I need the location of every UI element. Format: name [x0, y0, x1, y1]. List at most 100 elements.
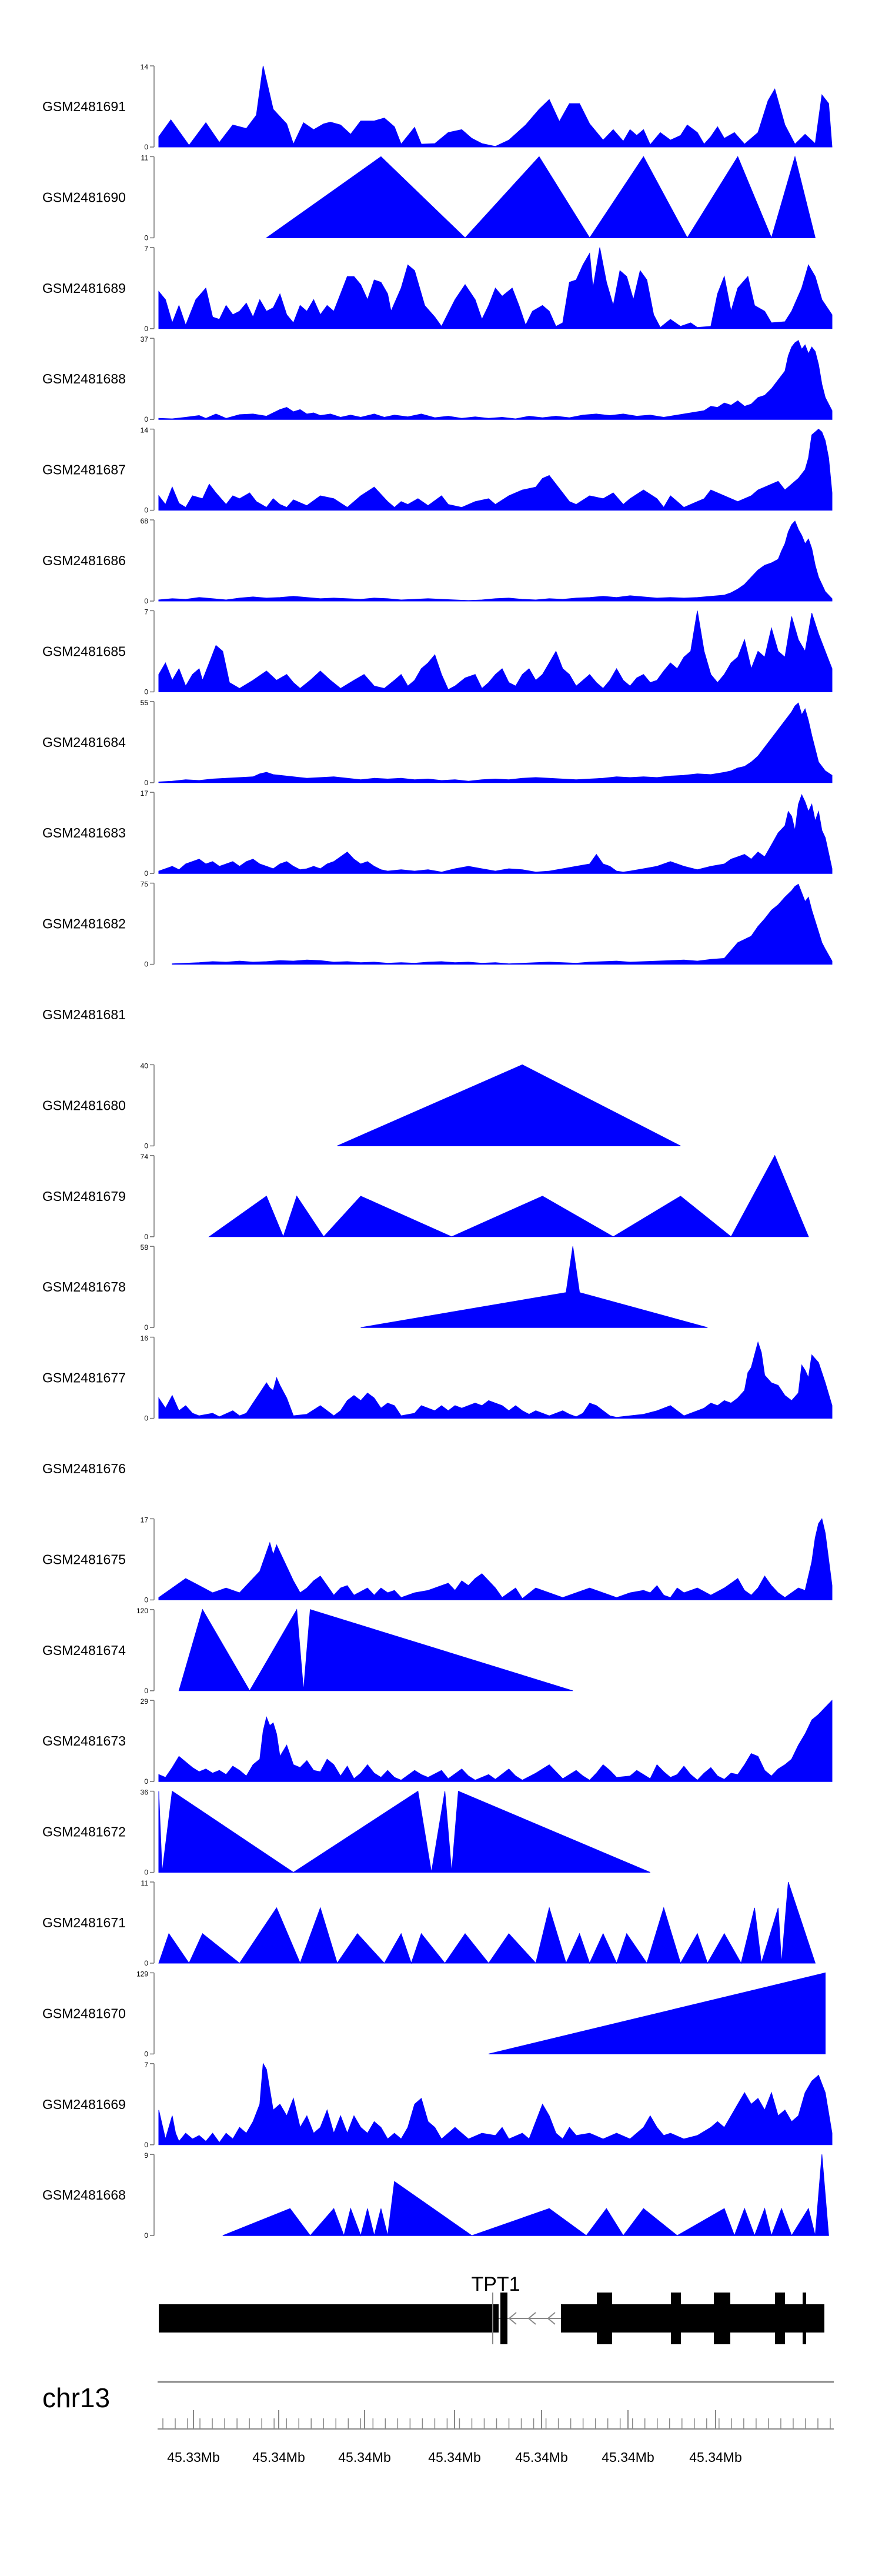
- track-ymin-label: 0: [144, 1687, 148, 1695]
- track-ymax-label: 37: [141, 335, 149, 343]
- gene-exon-tall: [671, 2293, 681, 2344]
- track-ymin-label: 0: [144, 325, 148, 333]
- track-sample-label: GSM2481684: [42, 735, 126, 750]
- track-ymin-label: 0: [144, 688, 148, 696]
- gene-exon-tall: [714, 2293, 730, 2344]
- coverage-area: [158, 610, 833, 692]
- coverage-track: GSM2481687 14 0: [42, 426, 833, 515]
- coverage-area: [158, 1881, 816, 1964]
- coverage-area: [158, 247, 833, 329]
- track-ymax-label: 74: [141, 1153, 149, 1161]
- track-ymax-label: 120: [136, 1607, 148, 1615]
- coverage-track: GSM2481689 7 0: [42, 245, 833, 333]
- track-ymin-label: 0: [144, 597, 148, 605]
- axis-tick-label: 45.34Mb: [602, 2450, 654, 2465]
- track-sample-label: GSM2481686: [42, 553, 126, 568]
- track-sample-label: GSM2481691: [42, 99, 126, 114]
- track-ymax-label: 75: [141, 880, 149, 889]
- track-ymax-label: 55: [141, 699, 149, 707]
- track-sample-label: GSM2481675: [42, 1551, 126, 1567]
- track-ymin-label: 0: [144, 2141, 148, 2149]
- track-ymax-label: 14: [141, 63, 149, 71]
- coverage-track: GSM2481683 17 0: [42, 789, 833, 877]
- coverage-track: GSM2481672 36 0: [42, 1788, 650, 1877]
- coverage-track: GSM2481691 14 0: [42, 63, 833, 151]
- axis-tick-label: 45.34Mb: [515, 2450, 568, 2465]
- coverage-track: GSM2481685 7 0: [42, 608, 833, 696]
- gene-label: TPT1: [471, 2273, 520, 2295]
- track-ymax-label: 11: [141, 154, 149, 162]
- track-ymin-label: 0: [144, 1959, 148, 1967]
- track-ymin-label: 0: [144, 415, 148, 423]
- coverage-area: [265, 155, 816, 239]
- coverage-area: [172, 883, 833, 965]
- axis-major-ticks: [193, 2410, 716, 2429]
- track-ymin-label: 0: [144, 779, 148, 787]
- track-ymin-label: 0: [144, 1777, 148, 1786]
- track-ymax-label: 68: [141, 517, 149, 525]
- coverage-area: [222, 2154, 829, 2237]
- track-sample-label: GSM2481676: [42, 1461, 126, 1476]
- coverage-track: GSM2481681: [42, 1007, 126, 1022]
- track-ymin-label: 0: [144, 1868, 148, 1877]
- coverage-area: [208, 1154, 809, 1238]
- coverage-track: GSM2481688 37 0: [42, 335, 833, 423]
- coverage-tracks: GSM2481691140GSM2481690110GSM248168970GS…: [42, 63, 833, 2240]
- track-ymax-label: 9: [144, 2151, 148, 2160]
- coverage-track: GSM2481677 16 0: [42, 1334, 833, 1423]
- track-sample-label: GSM2481681: [42, 1007, 126, 1022]
- gene-exon-block: [159, 2304, 499, 2333]
- coverage-area: [178, 1609, 573, 1691]
- genome-axis: chr13 45.33Mb 45.34Mb 45.34Mb 45.34Mb 45.34M…: [42, 2381, 834, 2465]
- coverage-area: [158, 2063, 833, 2145]
- track-sample-label: GSM2481668: [42, 2187, 126, 2203]
- gene-exon-tall: [597, 2293, 612, 2344]
- coverage-track: GSM2481673 29 0: [42, 1697, 833, 1786]
- coverage-track: GSM2481680 40 0: [42, 1062, 681, 1150]
- coverage-area: [158, 1699, 833, 1782]
- coverage-track: GSM2481676: [42, 1461, 126, 1476]
- coverage-track: GSM2481670 129 0: [42, 1970, 826, 2058]
- coverage-track: GSM2481675 17 0: [42, 1516, 833, 1604]
- axis-tick-label: 45.34Mb: [689, 2450, 742, 2465]
- axis-tick-label: 45.34Mb: [252, 2450, 305, 2465]
- track-ymin-label: 0: [144, 506, 148, 515]
- coverage-area: [158, 1790, 650, 1873]
- axis-tick-label: 45.33Mb: [167, 2450, 220, 2465]
- track-ymax-label: 16: [141, 1334, 149, 1343]
- track-ymin-label: 0: [144, 1233, 148, 1241]
- track-sample-label: GSM2481685: [42, 643, 126, 659]
- track-sample-label: GSM2481669: [42, 2097, 126, 2112]
- coverage-area: [158, 1341, 833, 1419]
- coverage-area: [360, 1246, 708, 1328]
- track-sample-label: GSM2481690: [42, 189, 126, 205]
- axis-tick-labels: 45.33Mb 45.34Mb 45.34Mb 45.34Mb 45.34Mb 45.34…: [167, 2450, 742, 2465]
- track-sample-label: GSM2481673: [42, 1733, 126, 1749]
- coverage-track: GSM2481668 9 0: [42, 2151, 829, 2240]
- coverage-area: [158, 340, 833, 420]
- track-sample-label: GSM2481682: [42, 916, 126, 932]
- track-sample-label: GSM2481674: [42, 1643, 126, 1658]
- coverage-track: GSM2481679 74 0: [42, 1153, 809, 1241]
- coverage-area: [158, 65, 833, 148]
- axis-tick-label: 45.34Mb: [338, 2450, 391, 2465]
- track-ymax-label: 29: [141, 1697, 149, 1706]
- track-ymax-label: 7: [144, 608, 148, 616]
- track-ymin-label: 0: [144, 233, 148, 242]
- coverage-area: [158, 1518, 833, 1600]
- track-ymin-label: 0: [144, 869, 148, 877]
- axis-tick-label: 45.34Mb: [428, 2450, 481, 2465]
- track-ymin-label: 0: [144, 1596, 148, 1604]
- coverage-track: GSM2481678 58 0: [42, 1243, 708, 1332]
- gene-exon-tall: [803, 2293, 806, 2344]
- coverage-area: [158, 520, 833, 602]
- coverage-track: GSM2481671 11 0: [42, 1879, 816, 1967]
- track-sample-label: GSM2481679: [42, 1189, 126, 1204]
- coverage-area: [337, 1064, 681, 1146]
- coverage-area: [158, 702, 833, 783]
- track-sample-label: GSM2481680: [42, 1097, 126, 1113]
- track-ymin-label: 0: [144, 1323, 148, 1332]
- track-ymin-label: 0: [144, 1142, 148, 1150]
- gene-track: TPT1: [159, 2273, 824, 2344]
- track-ymax-label: 40: [141, 1062, 149, 1070]
